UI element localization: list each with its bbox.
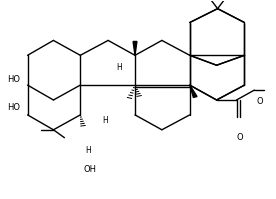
Text: H: H [116, 63, 122, 72]
Text: H: H [102, 116, 108, 125]
Text: O: O [236, 133, 243, 141]
Text: HO: HO [7, 103, 20, 112]
Polygon shape [133, 41, 137, 55]
Text: H: H [86, 146, 91, 155]
Text: HO: HO [7, 75, 20, 84]
Polygon shape [190, 85, 197, 97]
Text: OH: OH [83, 165, 96, 174]
Text: O: O [257, 97, 264, 106]
